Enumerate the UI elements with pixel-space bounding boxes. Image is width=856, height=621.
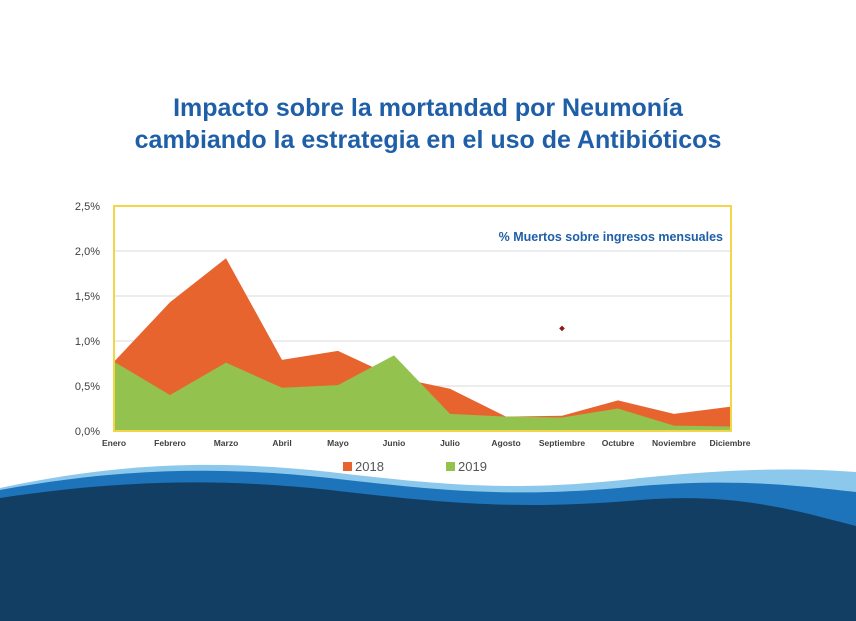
legend-label-2019: 2019	[458, 459, 487, 474]
x-tick-label-agosto: Agosto	[491, 438, 520, 448]
legend-swatch-2018	[343, 462, 352, 471]
chart-areas	[114, 258, 730, 431]
slide-title: Impacto sobre la mortandad por Neumonía …	[0, 92, 856, 156]
legend: 2018 2019	[343, 459, 487, 474]
x-tick-label-febrero: Febrero	[154, 438, 186, 448]
y-tick-label-1: 0,5%	[75, 381, 100, 393]
legend-label-2018: 2018	[355, 459, 384, 474]
x-tick-label-diciembre: Diciembre	[709, 438, 750, 448]
x-tick-label-abril: Abril	[272, 438, 291, 448]
x-tick-label-julio: Julio	[440, 438, 460, 448]
wave-dark-band	[0, 482, 856, 621]
x-tick-label-mayo: Mayo	[327, 438, 349, 448]
y-tick-label-3: 1,5%	[75, 291, 100, 303]
y-tick-label-2: 1,0%	[75, 336, 100, 348]
x-tick-label-junio: Junio	[383, 438, 406, 448]
chart-title: % Muertos sobre ingresos mensuales	[499, 230, 723, 244]
x-tick-label-marzo: Marzo	[214, 438, 239, 448]
y-axis-ticks: 0,0% 0,5% 1,0% 1,5% 2,0% 2,5%	[75, 201, 100, 438]
annotation-marker	[559, 325, 565, 332]
area-chart: 0,0% 0,5% 1,0% 1,5% 2,0% 2,5% Enero Febrero Mar…	[75, 201, 751, 474]
x-tick-label-septiembre: Septiembre	[539, 438, 586, 448]
y-tick-label-4: 2,0%	[75, 246, 100, 258]
y-tick-label-5: 2,5%	[75, 201, 100, 213]
x-tick-label-octubre: Octubre	[602, 438, 635, 448]
x-axis-ticks: Enero Febrero Marzo Abril Mayo Junio Julio Agos…	[102, 438, 751, 448]
x-tick-label-enero: Enero	[102, 438, 126, 448]
plot-area-border	[113, 205, 732, 432]
y-tick-label-0: 0,0%	[75, 426, 100, 438]
legend-swatch-2019	[446, 462, 455, 471]
area-series-2019	[114, 355, 730, 431]
x-tick-label-noviembre: Noviembre	[652, 438, 696, 448]
slide-title-line-1: Impacto sobre la mortandad por Neumonía	[173, 94, 683, 122]
slide-title-line-2: cambiando la estrategia en el uso de Ant…	[134, 126, 722, 154]
